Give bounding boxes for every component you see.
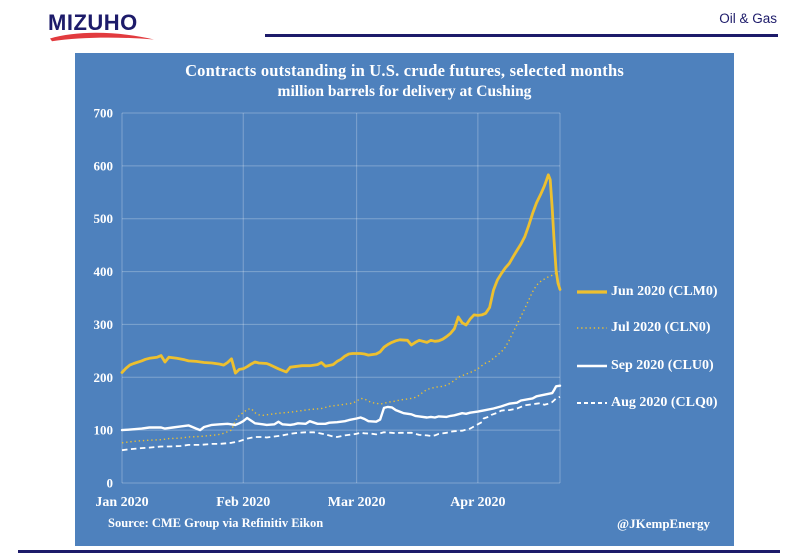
legend-item-jun-2020-clm0: Jun 2020 (CLM0) xyxy=(576,281,718,303)
series-line-jun-2020-clm0 xyxy=(120,173,562,375)
legend-label-aug: Aug 2020 (CLQ0) xyxy=(611,395,718,410)
mizuho-logo: MIZUHO xyxy=(46,6,158,46)
legend-item-jul-2020-cln0: Jul 2020 (CLN0) xyxy=(576,317,711,339)
y-tick-label: 600 xyxy=(94,158,114,173)
source-note: Source: CME Group via Refinitiv Eikon xyxy=(108,516,324,530)
y-tick-label: 400 xyxy=(94,264,114,279)
x-tick-label: Apr 2020 xyxy=(450,495,505,510)
legend-swatch-jul-icon xyxy=(577,327,607,329)
credit-handle: @JKempEnergy xyxy=(617,516,710,531)
legend-item-aug-2020-clq0: Aug 2020 (CLQ0) xyxy=(576,392,718,414)
legend-swatch-jun-icon xyxy=(577,290,607,294)
legend-label-sep: Sep 2020 (CLU0) xyxy=(611,358,714,373)
mizuho-swoosh xyxy=(50,32,154,42)
top-rule xyxy=(265,34,778,37)
section-label: Oil & Gas xyxy=(719,11,777,26)
plot-area: 0 100 200 300 400 500 600 700 Jan 2020 Feb 2020 Ma… xyxy=(94,106,562,510)
legend-swatch-aug-icon xyxy=(577,402,607,404)
bottom-rule xyxy=(18,550,780,553)
x-tick-label: Jan 2020 xyxy=(95,495,148,510)
chart-card: 0 100 200 300 400 500 600 700 Jan 2020 Feb 2020 Ma… xyxy=(75,53,734,546)
y-tick-label: 100 xyxy=(94,423,114,438)
series-line-jul-2020-cln0 xyxy=(121,272,557,444)
mizuho-wordmark: MIZUHO xyxy=(48,10,138,35)
legend-label-jul: Jul 2020 (CLN0) xyxy=(611,320,711,335)
x-tick-label: Feb 2020 xyxy=(216,495,270,510)
y-tick-label: 300 xyxy=(94,317,114,332)
chart-subtitle: million barrels for delivery at Cushing xyxy=(277,83,532,100)
legend-label-jun: Jun 2020 (CLM0) xyxy=(611,284,718,299)
y-tick-label: 700 xyxy=(94,106,114,121)
series-line-sep-2020-clu0 xyxy=(120,384,562,432)
chart-title: Contracts outstanding in U.S. crude futu… xyxy=(185,61,624,80)
legend-swatch-sep-icon xyxy=(577,364,607,368)
y-tick-label: 500 xyxy=(94,211,114,226)
x-tick-label: Mar 2020 xyxy=(328,495,386,510)
legend-item-sep-2020-clu0: Sep 2020 (CLU0) xyxy=(576,355,714,377)
y-tick-label: 0 xyxy=(107,476,114,491)
series-line-aug-2020-clq0 xyxy=(121,395,561,452)
y-tick-label: 200 xyxy=(94,370,114,385)
